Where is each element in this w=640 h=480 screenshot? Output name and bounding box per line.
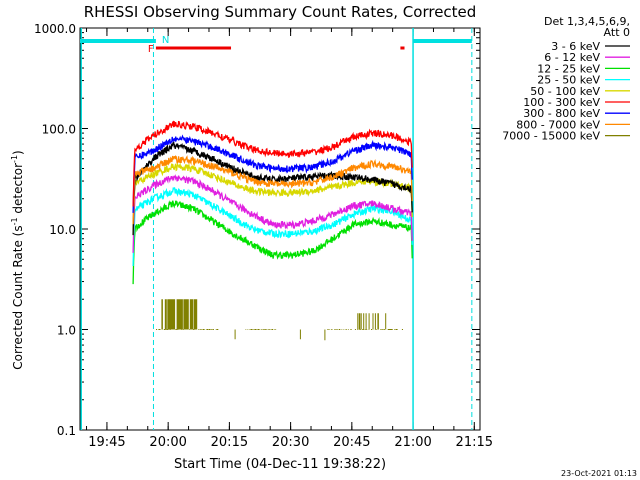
y-axis-label-main: Corrected Count Rate (s (11, 225, 25, 369)
y-axis-label-sup1: -1 (10, 217, 19, 225)
flag-n-label: N (162, 35, 169, 46)
series-line (132, 141, 413, 236)
x-tick-label: 20:00 (149, 435, 186, 450)
series-line (132, 174, 413, 253)
legend-entry-label: 800 - 7000 keV (516, 118, 600, 131)
y-tick-label: 0.1 (57, 424, 76, 438)
legend-header-line: Det 1,3,4,5,6,9, (544, 15, 630, 28)
y-tick-label: 100.0 (42, 123, 76, 137)
legend-header-line: Att 0 (604, 26, 630, 39)
legend-entry-label: 7000 - 15000 keV (502, 130, 600, 143)
series-line (132, 134, 413, 213)
flag-f-label: F (148, 44, 154, 55)
y-axis-label-sup2: -1 (10, 155, 19, 163)
legend-entry-label: 12 - 25 keV (537, 62, 600, 75)
x-tick-label: 21:00 (394, 435, 431, 450)
series-line (132, 162, 413, 235)
y-tick-label: 1.0 (57, 324, 76, 338)
plot-area: 1000.0 100.0 10.0 1.0 0.1 19:45 20:00 20:15 20:3… (34, 22, 493, 450)
y-axis-label: Corrected Count Rate (s-1 detector-1) (10, 150, 25, 369)
y-axis-label-mid: detector (11, 163, 25, 218)
legend-entry-label: 6 - 12 keV (544, 51, 600, 64)
x-axis-label: Start Time (04-Dec-11 19:38:22) (174, 457, 386, 472)
legend-entry-label: 300 - 800 keV (523, 107, 600, 120)
y-tick-label: 1000.0 (34, 22, 76, 36)
y-axis-label-end: ) (11, 150, 25, 155)
series-line (132, 120, 413, 207)
series-line (132, 186, 413, 267)
x-tick-label: 20:30 (272, 435, 309, 450)
generation-timestamp: 23-Oct-2021 01:13 (561, 469, 637, 478)
series-line (156, 299, 403, 341)
x-tick-label: 20:15 (211, 435, 248, 450)
series-line (132, 155, 413, 225)
legend-entry-label: 25 - 50 keV (537, 74, 600, 87)
x-tick-label: 21:15 (456, 435, 493, 450)
x-tick-label: 20:45 (333, 435, 370, 450)
x-tick-label: 19:45 (88, 435, 125, 450)
legend-entry-label: 100 - 300 keV (523, 96, 600, 109)
legend-entry-label: 3 - 6 keV (551, 40, 600, 53)
legend-entry-label: 50 - 100 keV (530, 85, 600, 98)
y-tick-label: 10.0 (49, 223, 76, 237)
series-line (132, 200, 413, 285)
chart-title: RHESSI Observing Summary Count Rates, Co… (84, 3, 477, 21)
